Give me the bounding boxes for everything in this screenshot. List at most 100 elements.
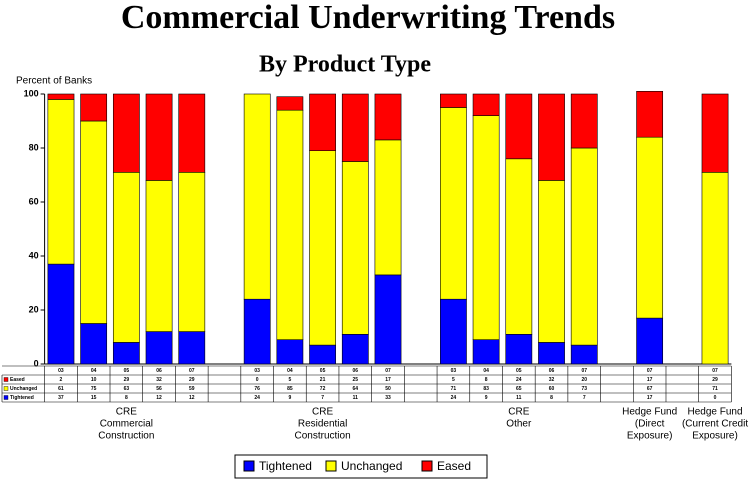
bar-segment [276,109,304,340]
group-label: Construction [295,431,351,442]
y-tick-label: 20 [29,304,39,314]
table-value: 0 [714,395,717,401]
table-value: 37 [58,395,64,401]
table-value: 17 [647,395,653,401]
bar-segment [374,139,402,276]
chart-subtitle: By Product Type [259,52,431,78]
bar-segment [145,331,173,365]
legend-label: Unchanged [341,459,402,473]
bar-segment [80,120,108,324]
table-value: 20 [581,377,587,383]
bar-segment [47,99,75,265]
table-value: 29 [124,377,130,383]
bar-segment [309,93,336,152]
x-tick-label: 06 [353,368,359,374]
bar-segment [276,339,304,365]
y-tick-label: 80 [29,142,39,152]
y-tick-label: 40 [29,250,39,260]
bar-segment [112,342,140,365]
table-value: 12 [156,395,162,401]
table-value: 83 [483,386,489,392]
x-tick-label: 07 [647,368,653,374]
table-value: 65 [516,386,522,392]
bar-segment [472,339,500,365]
bar-segment [570,344,598,365]
bar-segment [505,158,533,335]
table-value: 9 [288,395,291,401]
table-row-label: Tightened [10,395,34,401]
table-value: 25 [353,377,359,383]
table-value: 7 [583,395,586,401]
bar-segment [341,161,369,335]
bar-segment [538,342,565,365]
table-value: 71 [712,386,718,392]
table-value: 64 [353,386,359,392]
x-tick-label: 05 [320,368,326,374]
table-value: 73 [581,386,587,392]
bar-segment [472,93,500,116]
table-legend-key [3,395,9,400]
y-tick-label: 60 [29,196,39,206]
legend-swatch [243,460,255,472]
table-value: 7 [321,395,324,401]
table-value: 85 [287,386,293,392]
table-value: 32 [156,377,162,383]
table-legend-key [3,377,9,382]
table-value: 8 [485,377,488,383]
x-tick-label: 04 [483,368,489,374]
bar-segment [570,93,598,149]
y-tick-label: 0 [34,358,39,368]
bar-segment [701,93,729,173]
bar-segment [276,96,304,111]
table-value: 17 [647,377,653,383]
bar-segment [112,172,140,343]
legend-label: Eased [437,459,471,473]
table-value: 21 [320,377,326,383]
bar-segment [178,331,206,365]
table-value: 72 [320,386,326,392]
bar-segment [570,147,598,346]
table-value: 5 [452,377,455,383]
x-tick-label: 07 [189,368,195,374]
legend-swatch [421,460,433,472]
legend-label: Tightened [259,459,312,473]
bar-segment [440,298,467,365]
table-value: 33 [385,395,391,401]
bar-segment [112,93,140,173]
x-tick-label: 03 [451,368,457,374]
x-tick-label: 05 [124,368,130,374]
table-value: 15 [91,395,97,401]
group-label: (Direct [635,419,665,430]
group-label: CRE [116,407,137,418]
table-value: 0 [256,377,259,383]
chart-title: Commercial Underwriting Trends [121,0,615,36]
group-label: CRE [508,407,529,418]
bar-segment [178,172,206,332]
table-value: 50 [385,386,391,392]
table-value: 67 [647,386,653,392]
table-value: 59 [189,386,195,392]
bar-segment [47,93,75,100]
x-tick-label: 03 [58,368,64,374]
table-value: 2 [60,377,63,383]
table-value: 11 [516,395,522,401]
legend: Tightened Unchanged Eased [234,454,488,479]
bar-segment [145,180,173,332]
table-value: 24 [254,395,260,401]
bar-segment [538,180,565,343]
bar-segment [701,172,729,365]
table-value: 63 [124,386,130,392]
group-label: Exposure) [692,431,738,442]
table-value: 8 [125,395,128,401]
table-value: 8 [550,395,553,401]
bar-segment [47,263,75,365]
x-tick-label: 04 [91,368,97,374]
y-axis-label: Percent of Banks [16,76,92,87]
table-value: 75 [91,386,97,392]
group-label: Exposure) [627,431,673,442]
x-tick-label: 06 [549,368,555,374]
group-label: Other [506,419,532,430]
x-tick-label: 06 [156,368,162,374]
group-label: Residential [298,419,347,430]
table-value: 61 [58,386,64,392]
